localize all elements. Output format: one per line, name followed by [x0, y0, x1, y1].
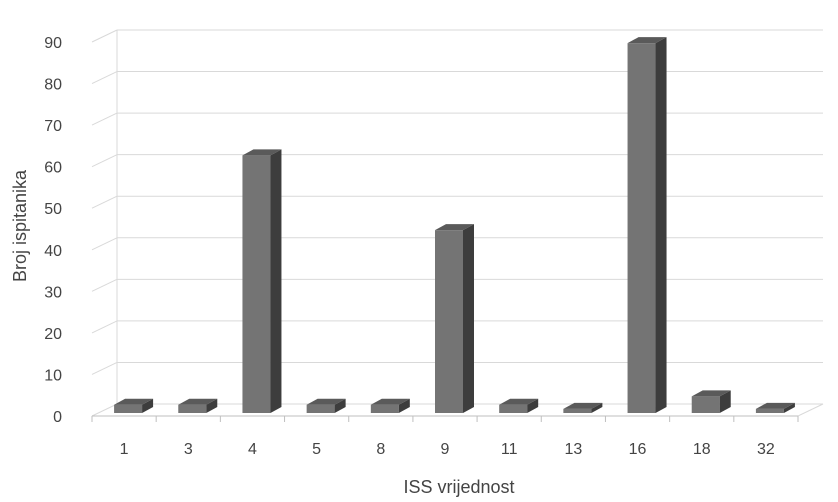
bar-side	[463, 224, 474, 413]
bar	[627, 37, 667, 414]
bar-front	[242, 155, 271, 413]
bar-side	[655, 37, 667, 414]
gridline-side	[91, 112, 118, 126]
x-tick-label: 9	[441, 441, 450, 458]
bar	[691, 390, 731, 413]
bar-top	[755, 402, 795, 409]
y-tick-label: 90	[44, 35, 62, 52]
x-tick-label: 16	[629, 441, 647, 458]
y-tick-label: 50	[44, 201, 62, 218]
bar	[755, 402, 795, 413]
y-tick-label: 70	[44, 118, 62, 135]
bar-top	[627, 37, 667, 44]
bar-top	[114, 398, 154, 405]
bar-top	[370, 398, 410, 405]
y-tick-label: 40	[44, 243, 62, 260]
bar-top	[691, 390, 731, 397]
gridline-side	[91, 154, 118, 168]
bar-top	[178, 398, 218, 405]
bar-front	[114, 404, 143, 413]
bar	[499, 398, 539, 413]
bar	[114, 398, 154, 413]
bar	[435, 224, 474, 413]
y-tick-label: 60	[44, 160, 62, 177]
bar-front	[370, 404, 399, 413]
bar-top	[306, 398, 346, 405]
bar-side	[719, 390, 731, 413]
bar-front	[499, 404, 528, 413]
gridline-side	[91, 237, 118, 251]
bar-side	[398, 398, 410, 413]
bar-top	[499, 398, 539, 405]
x-tick-label: 13	[564, 441, 582, 458]
x-tick-label: 11	[501, 441, 518, 458]
gridline-side	[91, 361, 118, 375]
bar-side	[783, 402, 795, 413]
bar-side	[270, 149, 282, 413]
x-tick-label: 8	[376, 441, 385, 458]
bar	[306, 398, 346, 413]
bar-top	[242, 149, 282, 156]
bar-front	[691, 396, 720, 413]
gridline-side	[91, 71, 118, 85]
bar	[242, 149, 282, 413]
bar-top	[435, 224, 474, 231]
gridline-side	[91, 278, 118, 292]
bar-front	[627, 43, 656, 414]
y-tick-label: 20	[44, 326, 62, 343]
x-tick-label: 3	[184, 441, 193, 458]
x-tick-label: 4	[248, 441, 257, 458]
bar-top	[563, 402, 603, 409]
bar-front	[178, 404, 207, 413]
x-tick-label: 32	[757, 441, 775, 458]
x-axis-title: ISS vrijednost	[403, 477, 514, 497]
bar-front	[306, 404, 335, 413]
y-axis-tick-labels: 0 10 20 30 40 50 60 70 80 90	[44, 35, 62, 426]
y-tick-label: 0	[53, 409, 62, 426]
x-tick-label: 5	[312, 441, 321, 458]
bar	[178, 398, 218, 413]
bar-front	[435, 230, 463, 413]
bar	[370, 398, 410, 413]
y-axis-title: Broj ispitanika	[10, 169, 30, 282]
bar-side	[591, 402, 603, 413]
y-tick-label: 30	[44, 284, 62, 301]
gridline-side	[91, 320, 118, 334]
x-axis-tick-labels: 1 3 4 5 8 9 11 13 16 18 32	[120, 441, 775, 458]
gridline-side	[91, 195, 118, 209]
y-tick-label: 10	[44, 367, 62, 384]
bar-side	[334, 398, 346, 413]
bar-side	[206, 398, 218, 413]
gridline-side	[91, 29, 118, 43]
x-tick-label: 1	[120, 441, 129, 458]
bar-side	[142, 398, 154, 413]
bars	[114, 37, 795, 414]
bar-front	[563, 408, 592, 413]
bar-front	[755, 408, 784, 413]
y-tick-label: 80	[44, 77, 62, 94]
bar	[563, 402, 603, 413]
x-tick-label: 18	[693, 441, 711, 458]
bar-side	[527, 398, 539, 413]
